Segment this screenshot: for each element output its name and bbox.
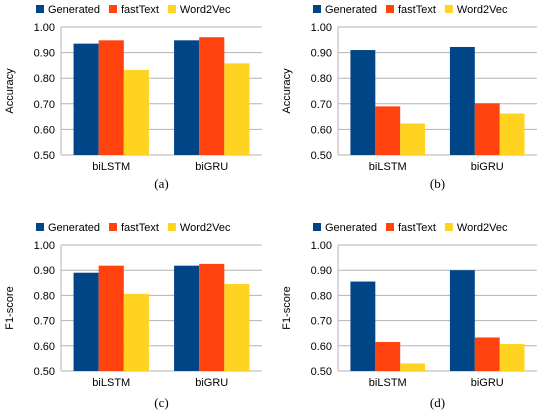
bar-fasttext-bigru xyxy=(474,337,500,371)
bar-generated-bilstm xyxy=(350,50,376,155)
bar-fasttext-bilstm xyxy=(375,106,401,155)
bar-word2vec-bilstm xyxy=(123,293,149,371)
chart-panel-d: 0.50 0.60 0.70 0.80 0.90 1.00 F1-score biLSTM bi… xyxy=(281,222,537,410)
y-tick-label: 0.90 xyxy=(34,48,55,60)
bar-word2vec-bilstm xyxy=(123,70,149,155)
x-category-label: biLSTM xyxy=(369,377,407,389)
legend-swatch-word2vec xyxy=(167,223,176,231)
panel-label: (b) xyxy=(430,176,445,191)
legend-label-word2vec: Word2Vec xyxy=(180,222,231,234)
bar-fasttext-bilstm xyxy=(98,40,124,156)
legend-label-fasttext: fastText xyxy=(121,222,159,234)
y-axis-label: Accuracy xyxy=(281,68,293,114)
panel-label: (c) xyxy=(154,395,168,410)
bar-word2vec-bilstm xyxy=(400,123,426,155)
legend-swatch-fasttext xyxy=(385,5,394,13)
y-tick-label: 0.50 xyxy=(311,366,332,378)
bar-word2vec-bigru xyxy=(224,63,250,155)
y-tick-label: 1.00 xyxy=(34,22,55,34)
legend-label-fasttext: fastText xyxy=(398,222,436,234)
bar-generated-bigru xyxy=(174,265,200,371)
legend-label-generated: Generated xyxy=(48,4,100,16)
y-tick-label: 0.60 xyxy=(34,341,55,353)
y-tick-label: 0.80 xyxy=(34,290,55,302)
panel-label: (a) xyxy=(154,176,168,191)
x-category-label: biGRU xyxy=(195,161,228,173)
y-tick-label: 0.90 xyxy=(34,265,55,277)
y-tick-label: 0.70 xyxy=(311,99,332,111)
x-category-label: biGRU xyxy=(471,161,504,173)
bar-word2vec-bigru xyxy=(499,344,525,371)
legend-swatch-word2vec xyxy=(444,223,453,231)
y-tick-label: 0.70 xyxy=(34,99,55,111)
y-tick-label: 0.50 xyxy=(34,366,55,378)
x-category-label: biGRU xyxy=(195,377,228,389)
legend-label-fasttext: fastText xyxy=(398,4,436,16)
legend-label-word2vec: Word2Vec xyxy=(457,222,508,234)
bar-fasttext-bilstm xyxy=(375,342,401,371)
legend-label-generated: Generated xyxy=(325,4,377,16)
bar-generated-bigru xyxy=(449,46,475,155)
legend-swatch-word2vec xyxy=(167,5,176,13)
legend-swatch-fasttext xyxy=(108,5,117,13)
y-tick-label: 1.00 xyxy=(34,240,55,252)
bar-generated-bilstm xyxy=(350,281,376,371)
chart-panel-a: 0.50 0.60 0.70 0.80 0.90 1.00 Accuracy biLSTM bi… xyxy=(4,4,262,191)
legend-swatch-word2vec xyxy=(444,5,453,13)
chart-panel-c: 0.50 0.60 0.70 0.80 0.90 1.00 F1-score biLSTM bi… xyxy=(4,222,262,410)
bar-fasttext-bilstm xyxy=(98,265,124,371)
bar-fasttext-bigru xyxy=(474,103,500,155)
legend-label-word2vec: Word2Vec xyxy=(180,4,231,16)
bar-word2vec-bigru xyxy=(224,284,250,371)
x-category-label: biLSTM xyxy=(92,161,130,173)
x-category-label: biGRU xyxy=(471,377,504,389)
y-tick-label: 0.70 xyxy=(34,316,55,328)
legend-swatch-generated xyxy=(313,223,321,231)
panel-label: (d) xyxy=(430,395,445,410)
y-tick-label: 0.50 xyxy=(34,150,55,162)
legend-label-word2vec: Word2Vec xyxy=(457,4,508,16)
legend-swatch-generated xyxy=(36,5,44,13)
y-tick-label: 0.60 xyxy=(34,124,55,136)
x-category-label: biLSTM xyxy=(369,161,407,173)
y-axis-label: F1-score xyxy=(4,286,16,329)
bar-fasttext-bigru xyxy=(199,37,225,155)
legend-swatch-fasttext xyxy=(108,223,117,231)
y-tick-label: 0.80 xyxy=(34,73,55,85)
y-tick-label: 0.90 xyxy=(311,48,332,60)
bar-word2vec-bilstm xyxy=(400,363,426,371)
legend-swatch-generated xyxy=(313,5,321,13)
legend-swatch-fasttext xyxy=(385,223,394,231)
y-tick-label: 1.00 xyxy=(311,240,332,252)
y-axis-label: F1-score xyxy=(281,286,293,329)
legend-swatch-generated xyxy=(36,223,44,231)
y-tick-label: 1.00 xyxy=(311,22,332,34)
y-tick-label: 0.60 xyxy=(311,124,332,136)
y-tick-label: 0.70 xyxy=(311,316,332,328)
legend-label-generated: Generated xyxy=(48,222,100,234)
chart-panel-b: 0.50 0.60 0.70 0.80 0.90 1.00 Accuracy biLSTM bi… xyxy=(281,4,537,191)
y-axis-label: Accuracy xyxy=(4,68,16,114)
y-tick-label: 0.80 xyxy=(311,290,332,302)
bar-word2vec-bigru xyxy=(499,113,525,155)
x-category-label: biLSTM xyxy=(92,377,130,389)
legend-label-fasttext: fastText xyxy=(121,4,159,16)
bar-generated-bilstm xyxy=(73,43,99,155)
bar-generated-bilstm xyxy=(73,272,99,371)
y-tick-label: 0.50 xyxy=(311,150,332,162)
y-tick-label: 0.80 xyxy=(311,73,332,85)
legend-label-generated: Generated xyxy=(325,222,377,234)
bar-fasttext-bigru xyxy=(199,263,225,371)
bar-generated-bigru xyxy=(449,270,475,371)
y-tick-label: 0.90 xyxy=(311,265,332,277)
y-tick-label: 0.60 xyxy=(311,341,332,353)
bar-generated-bigru xyxy=(174,40,200,156)
